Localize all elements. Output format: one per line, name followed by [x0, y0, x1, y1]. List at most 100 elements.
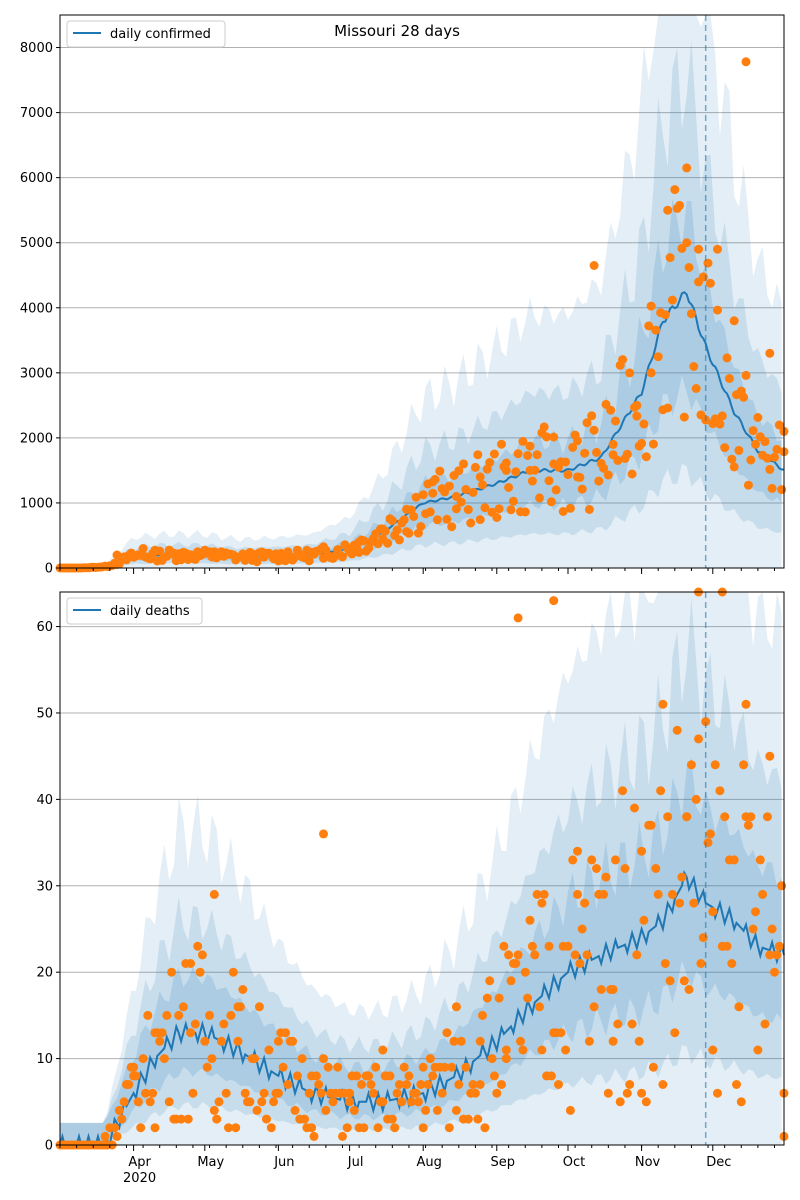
observed-point [672, 725, 682, 735]
observed-point [632, 950, 642, 960]
observed-point [378, 1045, 388, 1055]
observed-point [698, 272, 708, 282]
observed-point [235, 1002, 245, 1012]
observed-point [409, 512, 419, 521]
observed-point [359, 1123, 369, 1133]
observed-point [188, 1088, 198, 1098]
observed-point [665, 253, 675, 263]
observed-point [136, 1123, 146, 1133]
observed-point [387, 1114, 397, 1124]
observed-point [729, 316, 739, 326]
observed-point [492, 1088, 502, 1098]
observed-point [627, 469, 637, 479]
observed-point [442, 514, 452, 524]
observed-point [411, 492, 421, 502]
observed-point [174, 1010, 184, 1020]
observed-point [513, 950, 523, 960]
observed-point [532, 889, 542, 899]
observed-point [266, 1123, 276, 1133]
y-tick-label: 40 [36, 793, 53, 808]
observed-point [660, 310, 670, 320]
observed-point [523, 451, 533, 460]
observed-point [625, 1080, 635, 1089]
observed-point [283, 547, 293, 557]
observed-point [155, 1036, 165, 1046]
observed-point [366, 1080, 376, 1089]
observed-point [283, 1080, 293, 1089]
bottom-legend: daily deaths [66, 597, 203, 625]
bottom-axes-frame [59, 591, 785, 1146]
observed-point [226, 1010, 236, 1020]
observed-point [582, 950, 592, 960]
observed-point [319, 829, 328, 839]
observed-point [720, 443, 730, 453]
observed-point [508, 496, 518, 506]
observed-point [178, 1002, 188, 1012]
y-tick-label: 10 [36, 1052, 53, 1067]
observed-point [307, 1071, 317, 1081]
observed-point [392, 525, 402, 535]
observed-point [447, 1062, 457, 1072]
observed-point [501, 458, 511, 468]
observed-point [418, 490, 428, 500]
observed-point [516, 1036, 525, 1046]
observed-point [321, 1105, 331, 1115]
observed-point [463, 505, 473, 515]
observed-point [300, 1114, 309, 1124]
observed-point [221, 1088, 231, 1098]
observed-point [767, 924, 777, 934]
observed-point [741, 370, 751, 380]
observed-point [513, 613, 523, 623]
top-observed-points [55, 57, 789, 573]
observed-point [338, 1131, 347, 1141]
observed-point [451, 1105, 461, 1115]
observed-point [698, 933, 708, 943]
observed-point [641, 1097, 651, 1107]
bottom-legend-box [66, 597, 203, 625]
observed-point [618, 786, 628, 796]
observed-point [686, 760, 696, 770]
observed-point [561, 1045, 571, 1055]
observed-point [542, 432, 552, 442]
observed-point [402, 1080, 412, 1089]
observed-point [238, 985, 248, 994]
observed-point [269, 1097, 279, 1107]
observed-point [489, 1071, 499, 1081]
observed-point [549, 432, 559, 442]
observed-point [100, 1131, 110, 1141]
observed-point [663, 205, 673, 215]
observed-point [622, 1088, 632, 1098]
observed-point [713, 1088, 722, 1098]
observed-point [150, 1028, 160, 1038]
observed-point [615, 1097, 625, 1107]
observed-point [648, 1062, 658, 1072]
observed-point [684, 985, 694, 994]
observed-point [475, 515, 485, 525]
observed-point [164, 1097, 174, 1107]
observed-point [390, 1123, 400, 1133]
observed-point [686, 309, 696, 319]
observed-point [701, 717, 711, 727]
observed-point [307, 1123, 317, 1133]
observed-point [525, 441, 535, 451]
observed-point [129, 1062, 139, 1072]
observed-point [722, 353, 732, 363]
observed-point [760, 1019, 770, 1029]
observed-point [639, 419, 649, 429]
observed-point [162, 1010, 172, 1020]
observed-point [423, 1080, 433, 1089]
observed-point [480, 503, 490, 513]
observed-point [212, 1114, 222, 1124]
observed-point [606, 405, 616, 415]
observed-point [485, 976, 495, 986]
observed-point [328, 1097, 338, 1107]
top-legend-box [66, 20, 226, 48]
observed-point [587, 411, 597, 421]
observed-point [209, 547, 219, 557]
observed-point [549, 596, 559, 606]
observed-point [470, 462, 480, 472]
y-tick-label: 5000 [20, 236, 53, 251]
observed-point [656, 786, 666, 796]
observed-point [473, 1114, 483, 1124]
observed-point [404, 528, 414, 538]
